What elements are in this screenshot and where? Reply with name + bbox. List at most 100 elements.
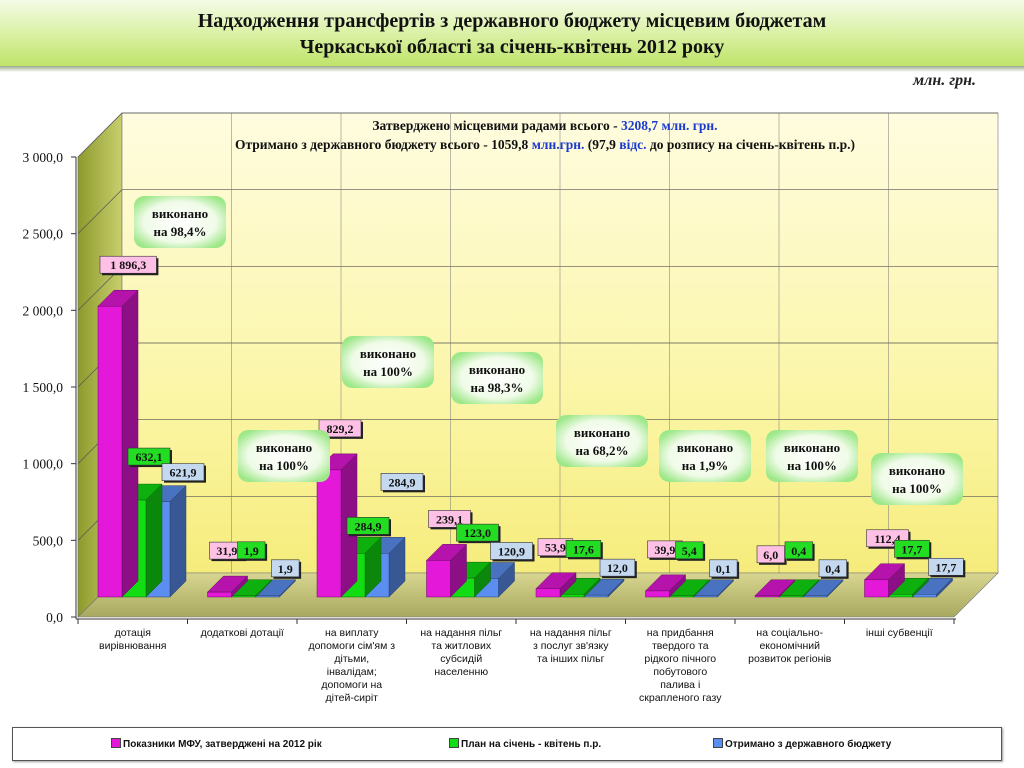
data-label-box [599, 558, 636, 577]
category-label-line: дотація [115, 627, 151, 639]
category-label: на надання пільг та житлових субсидій насел… [420, 627, 502, 678]
data-label: 120,9 [490, 542, 535, 562]
bar [888, 594, 913, 598]
category-label: на соціально-економічний розвиток регіоні… [748, 627, 832, 665]
data-label-box [127, 447, 171, 466]
category-label: інші субвенції [866, 627, 933, 639]
info-box: Затверджено місцевими радами всього - 32… [235, 118, 855, 152]
category-label-line: інші субвенції [866, 627, 933, 639]
completion-text-1: виконано [574, 425, 630, 440]
bar-side [169, 485, 187, 598]
data-label-text: 12,0 [607, 561, 628, 575]
completion-text-1: виконано [256, 440, 312, 455]
category-label-line: допомоги сім'ям з [308, 640, 395, 652]
data-label-box [756, 545, 785, 564]
data-label-text: 17,7 [935, 560, 956, 574]
data-label-text: 31,9 [216, 544, 237, 558]
data-label: 621,9 [161, 463, 206, 483]
gridline-depth [77, 112, 123, 158]
data-label: 1 896,3 [99, 255, 159, 276]
data-label-box [318, 419, 362, 438]
bar [207, 591, 232, 598]
y-axis: 0,0 500,0 1 000,0 1 500,0 2 000,0 2 500,0 3 00… [23, 150, 956, 625]
legend-item-mfu: Показники МФУ, затверджені на 2012 рік [111, 738, 322, 750]
bar [583, 594, 609, 598]
completion-bubble: виконано на 100% [238, 430, 330, 482]
y-tick-label: 3 000,0 [23, 150, 64, 165]
completion-text-2: на 1,9% [682, 458, 729, 473]
category-label-line: на надання пільг [530, 627, 612, 639]
legend-swatch-mfu [111, 738, 121, 748]
category-label-line: на надання пільг [420, 627, 502, 639]
category-label: на виплату допомоги сім'ям з дітьми, інвалі… [308, 627, 395, 704]
category-label-line: палива і [660, 679, 700, 691]
data-label-text: 53,9 [545, 541, 566, 555]
data-label: 17,7 [928, 557, 966, 578]
info-line-1: Затверджено місцевими радами всього - 32… [372, 118, 717, 133]
completion-bubble: виконано на 100% [342, 336, 434, 388]
category-label-line: дітьми, [334, 653, 369, 665]
data-label-box [456, 523, 499, 542]
data-label: 6,0 [756, 545, 787, 565]
completion-text-1: виконано [889, 463, 945, 478]
data-label-box [709, 559, 738, 578]
completion-bubble-bg [342, 336, 434, 388]
category-label-line: та житлових [431, 640, 491, 652]
completion-bubble: виконано на 100% [766, 430, 858, 482]
y-tick-label: 0,0 [46, 610, 63, 625]
bar [754, 595, 780, 598]
category-label-line: твердого та [652, 640, 709, 652]
completion-bubble-bg [134, 196, 226, 248]
data-label-text: 1,9 [278, 562, 293, 576]
data-label-text: 39,9 [654, 543, 675, 557]
data-label-text: 6,0 [763, 548, 778, 562]
category-label-line: та інших пільг [537, 653, 605, 665]
chart-title-line-2: Черкаської області за січень-квітень 201… [299, 36, 725, 58]
data-label-text: 112,4 [874, 532, 900, 546]
completion-text-1: виконано [469, 362, 525, 377]
bar [255, 595, 280, 598]
data-label-box [490, 542, 533, 560]
bar [559, 594, 585, 598]
category-label-line: побутового [653, 666, 707, 678]
category-label: додаткові дотації [201, 627, 284, 639]
data-label: 5,4 [675, 541, 706, 561]
data-label-text: 123,0 [464, 526, 491, 540]
bar-side [121, 289, 139, 598]
data-label: 0,4 [784, 541, 815, 561]
y-tick-label: 500,0 [33, 533, 64, 548]
completion-bubble: виконано на 98,3% [451, 352, 543, 404]
category-labels: дотація вирівнювання додаткові дотації на в… [99, 627, 933, 704]
category-label-line: населенню [434, 666, 488, 678]
completion-annotations: виконано на 98,4% виконано на 100% виконано н… [134, 196, 963, 505]
y-tick-label: 2 000,0 [23, 303, 64, 318]
completion-text-2: на 98,3% [471, 380, 524, 395]
data-label-text: 5,4 [682, 544, 697, 558]
data-label: 123,0 [456, 523, 501, 544]
data-label-text: 1 896,3 [110, 258, 146, 272]
category-label-line: з послуг зв'язку [533, 640, 609, 652]
data-label-box [894, 539, 930, 558]
completion-bubble-bg [556, 415, 648, 467]
data-label-box [818, 559, 847, 578]
completion-bubble-bg [871, 453, 963, 505]
data-label-box [237, 541, 266, 560]
y-tick-label: 1 000,0 [23, 457, 64, 472]
data-label-text: 284,9 [389, 475, 416, 489]
data-label-text: 17,7 [901, 542, 922, 556]
legend: Показники МФУ, затверджені на 2012 рік П… [12, 727, 1002, 761]
completion-text-1: виконано [784, 440, 840, 455]
data-label: 0,1 [709, 559, 740, 579]
data-label-text: 829,2 [327, 422, 354, 436]
data-label: 632,1 [127, 447, 172, 468]
completion-bubble: виконано на 1,9% [659, 430, 751, 482]
bar [693, 595, 718, 598]
bar [802, 595, 828, 598]
bar [864, 579, 889, 598]
data-label-text: 621,9 [170, 466, 197, 480]
data-label-box [99, 255, 157, 274]
category-label-line: інвалідам; [327, 666, 377, 678]
chart-title-line-1: Надходження трансфертів з державного бюд… [197, 10, 827, 32]
category-label: дотація вирівнювання [99, 627, 166, 652]
data-label: 17,6 [565, 540, 603, 560]
